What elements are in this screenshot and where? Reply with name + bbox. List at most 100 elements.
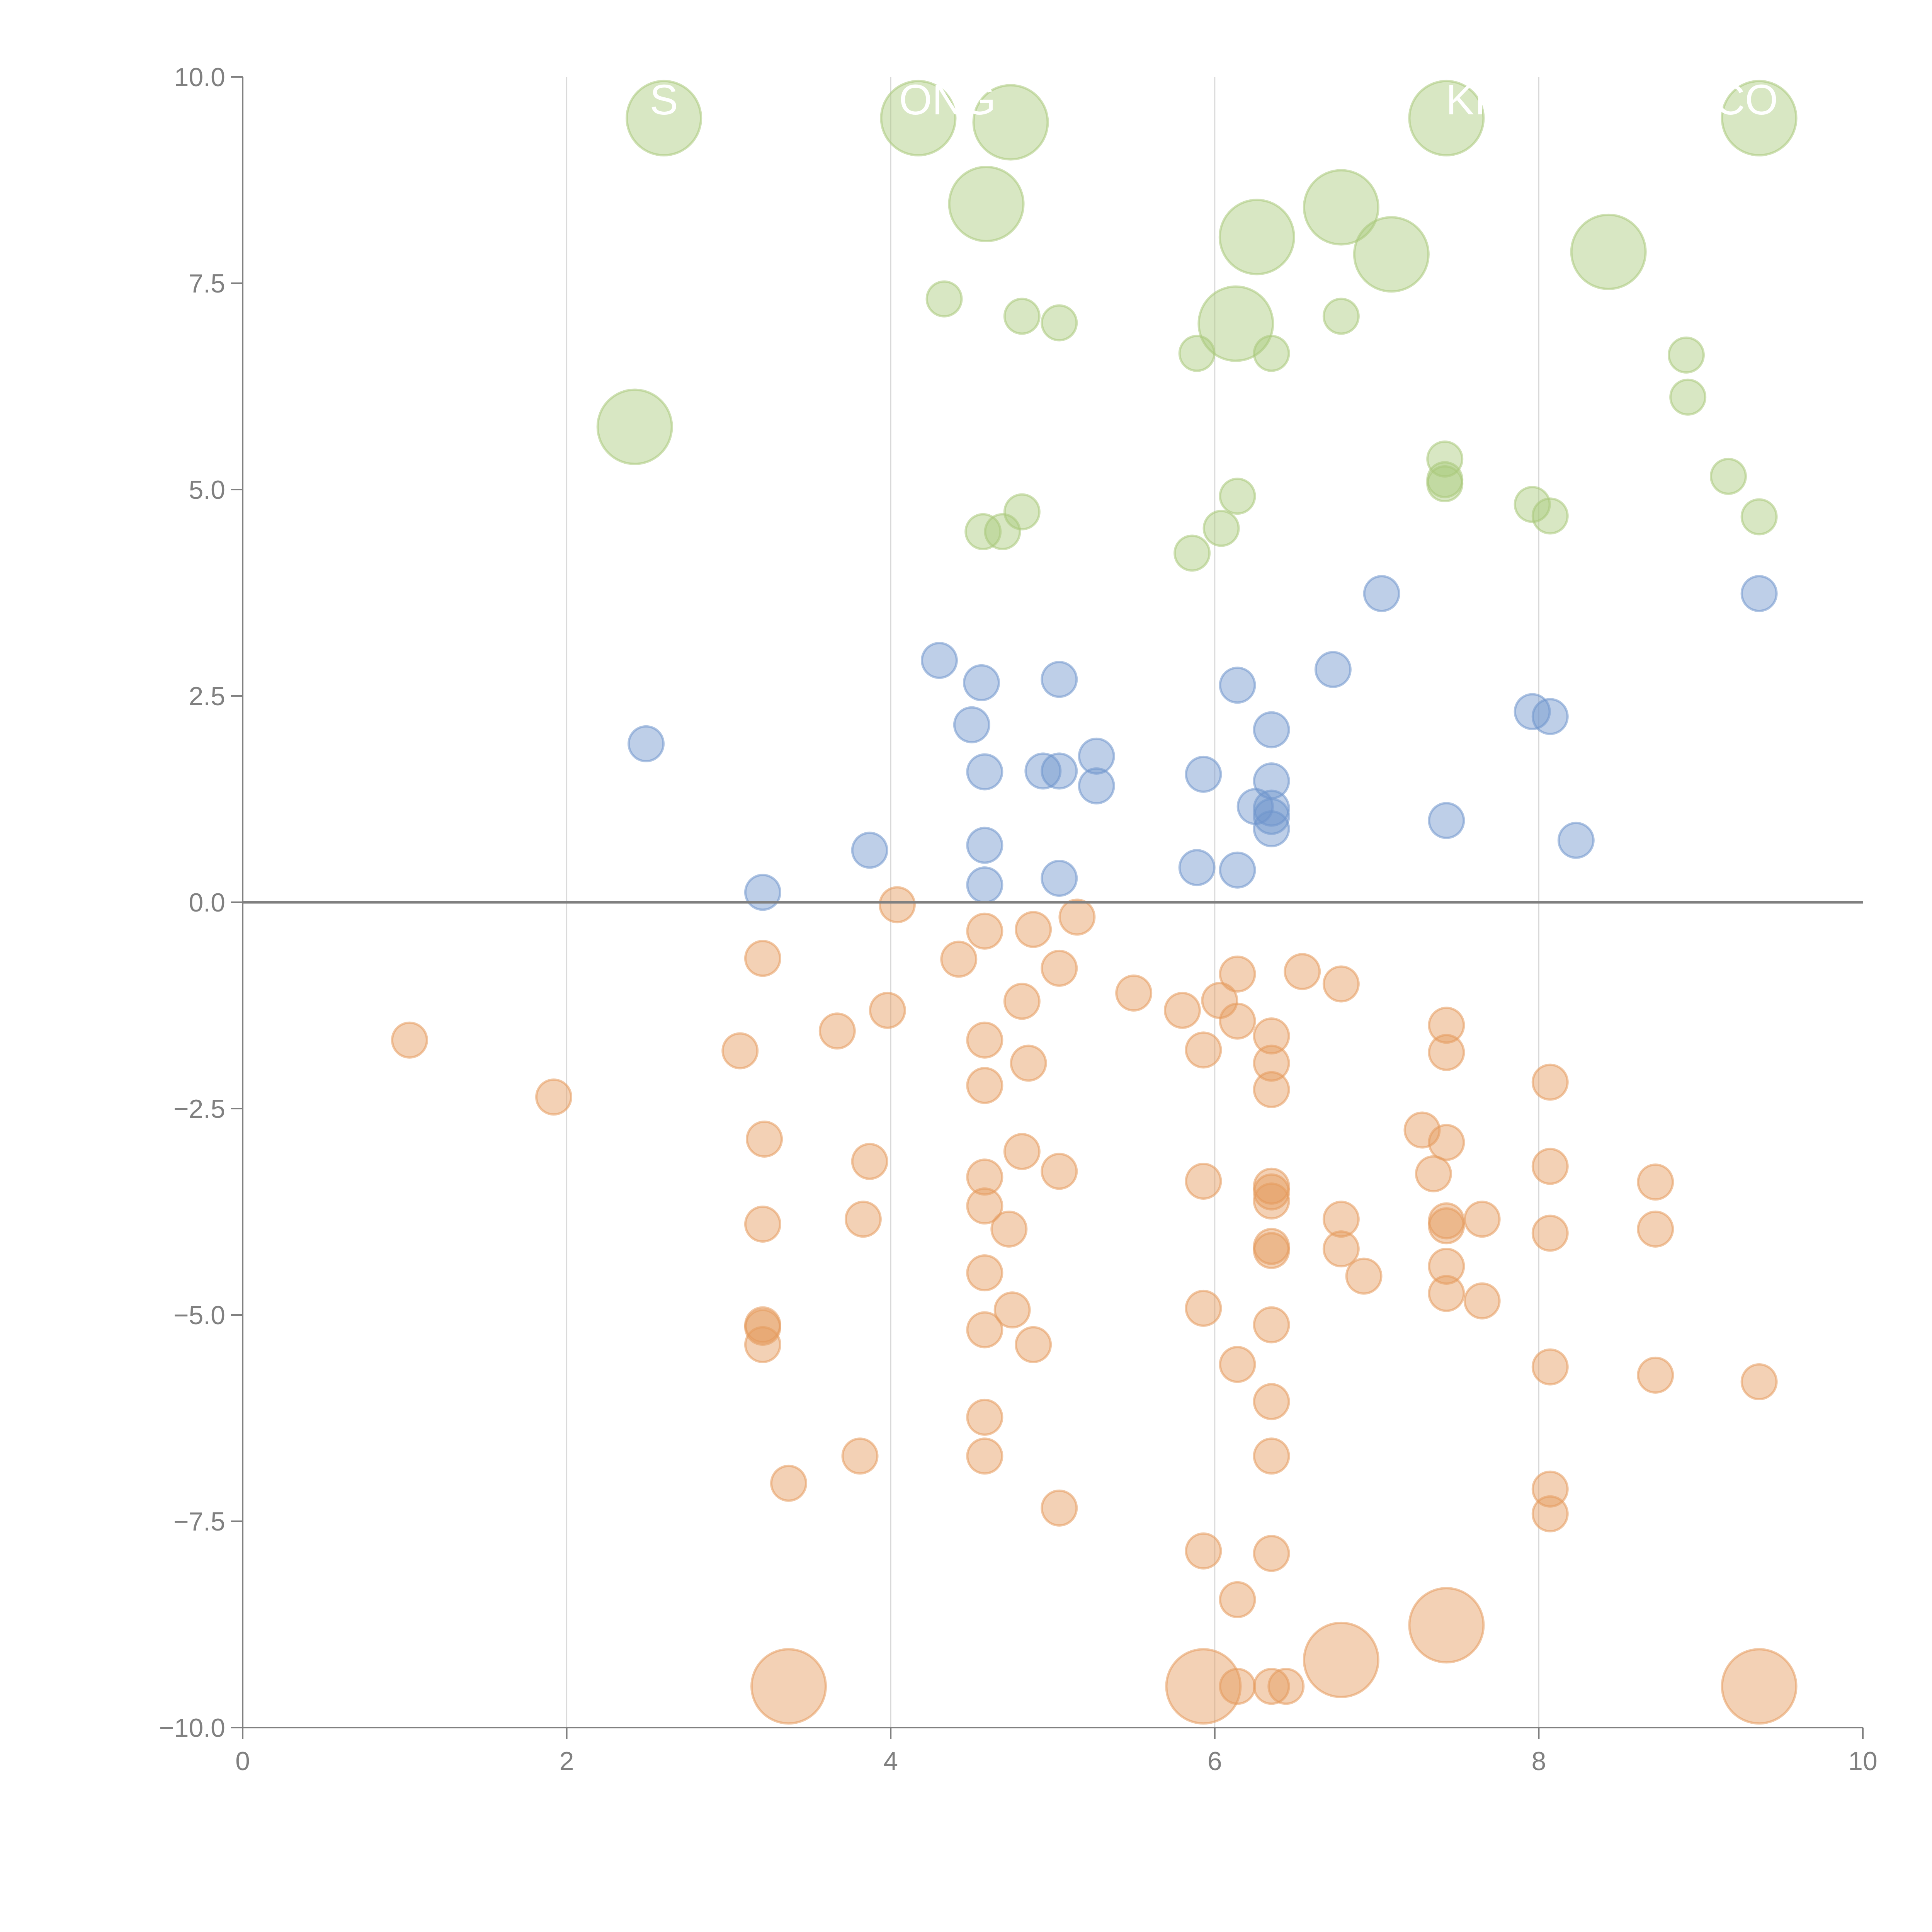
data-point-orange: [1015, 1326, 1052, 1363]
data-point-blue: [1314, 651, 1352, 688]
data-point-orange: [966, 1158, 1003, 1196]
data-point-orange: [1185, 1532, 1222, 1570]
data-point-orange: [1165, 1648, 1242, 1725]
data-point-blue: [851, 832, 888, 869]
data-point-orange: [1322, 1230, 1360, 1268]
data-point-orange: [1253, 1668, 1290, 1705]
data-point-orange: [966, 1437, 1003, 1475]
data-point-orange: [1415, 1155, 1452, 1192]
data-point-green: [1197, 285, 1274, 362]
x-tick-label: 4: [883, 1747, 898, 1776]
data-point-orange: [1428, 1275, 1465, 1312]
data-point-orange: [1253, 1071, 1290, 1108]
data-point-blue: [1531, 698, 1569, 735]
data-point-orange: [966, 1311, 1003, 1349]
data-point-orange: [1185, 1289, 1222, 1327]
data-point-blue: [920, 642, 958, 679]
data-point-orange: [1253, 1306, 1290, 1344]
data-point-green: [1570, 213, 1647, 290]
data-point-blue: [1253, 798, 1290, 835]
data-point-orange: [1637, 1163, 1674, 1201]
data-point-orange: [1253, 1383, 1290, 1420]
data-point-green: [1178, 335, 1216, 372]
data-point-green: [1003, 493, 1041, 531]
axes: 10.0 7.5 5.0 2.5 0.0 −2.5 −5.0 −7.5 −10.0 0 2 4 6 8 10: [159, 63, 1878, 1776]
data-point-orange: [1531, 1063, 1569, 1101]
data-point-blue: [1024, 752, 1062, 790]
data-point-orange: [535, 1078, 573, 1116]
data-point-orange: [1219, 955, 1256, 993]
data-point-orange: [1428, 1007, 1465, 1044]
data-point-orange: [770, 1464, 808, 1502]
data-point-orange: [1253, 1437, 1290, 1475]
data-point-orange: [966, 1254, 1003, 1292]
annotation-label: KI: [1446, 76, 1486, 124]
x-tick-label: 2: [560, 1747, 574, 1776]
data-point-orange: [1721, 1648, 1798, 1725]
data-point-orange: [721, 1032, 759, 1070]
data-point-blue: [1041, 661, 1078, 698]
data-point-orange: [1041, 1153, 1078, 1190]
data-point-orange: [1740, 1363, 1778, 1401]
data-point-green: [1219, 478, 1256, 515]
data-point-orange: [1531, 1214, 1569, 1252]
data-point-blue: [1078, 767, 1115, 804]
data-point-orange: [1253, 1182, 1290, 1220]
data-point-blue: [963, 664, 1000, 701]
data-point-green: [1514, 486, 1551, 523]
x-tick-label: 6: [1208, 1747, 1222, 1776]
data-point-orange: [1219, 1346, 1256, 1383]
data-point-blue: [1740, 575, 1778, 612]
data-points: [391, 80, 1798, 1725]
data-point-green: [925, 280, 963, 318]
data-point-orange: [1637, 1210, 1674, 1248]
data-point-orange: [1115, 974, 1153, 1012]
data-point-orange: [1345, 1257, 1383, 1295]
data-point-blue: [966, 827, 1003, 864]
x-tick-label: 10: [1848, 1747, 1878, 1776]
data-point-orange: [966, 912, 1003, 950]
data-point-green: [1531, 497, 1569, 535]
data-point-orange: [1267, 1668, 1305, 1705]
data-point-orange: [746, 1121, 783, 1158]
data-point-blue: [1253, 810, 1290, 847]
data-point-orange: [1428, 1207, 1465, 1245]
data-point-orange: [1003, 1133, 1041, 1170]
data-point-orange: [841, 1437, 879, 1475]
data-point-orange: [1015, 911, 1052, 948]
data-point-orange: [1163, 992, 1201, 1029]
data-point-green: [1218, 199, 1295, 276]
data-point-orange: [1219, 1581, 1256, 1618]
data-point-green: [1721, 80, 1798, 156]
data-point-blue: [953, 706, 990, 743]
y-tick-label: −2.5: [173, 1094, 225, 1124]
data-point-orange: [966, 1021, 1003, 1059]
data-point-orange: [966, 1067, 1003, 1104]
data-point-green: [1740, 498, 1778, 536]
data-point-green: [1202, 510, 1240, 547]
data-point-green: [626, 80, 702, 156]
data-point-orange: [1041, 1489, 1078, 1527]
data-point-orange: [1284, 953, 1321, 990]
data-point-green: [596, 388, 673, 465]
data-point-orange: [1185, 1162, 1222, 1200]
data-point-blue: [1557, 821, 1595, 859]
data-point-green: [948, 165, 1025, 242]
data-point-orange: [1322, 965, 1360, 1003]
data-point-orange: [1253, 1535, 1290, 1572]
y-tick-label: −7.5: [173, 1507, 225, 1536]
data-point-orange: [990, 1210, 1028, 1248]
data-point-green: [964, 513, 1002, 550]
x-tick-label: 8: [1531, 1747, 1546, 1776]
y-tick-label: 0.0: [189, 888, 225, 917]
data-point-blue: [1363, 575, 1400, 612]
data-point-orange: [744, 940, 781, 977]
data-point-orange: [1185, 1031, 1222, 1069]
data-point-orange: [851, 1143, 888, 1180]
data-point-blue: [1253, 711, 1290, 748]
data-point-orange: [1531, 1495, 1569, 1532]
data-point-blue: [966, 866, 1003, 904]
data-point-orange: [1463, 1201, 1501, 1238]
data-point-orange: [1303, 1621, 1379, 1698]
data-point-orange: [391, 1021, 428, 1059]
